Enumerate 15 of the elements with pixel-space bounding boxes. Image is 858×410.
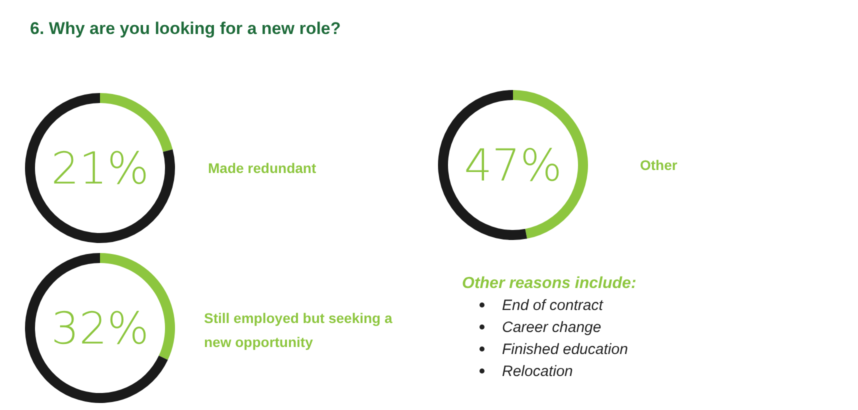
text: 6. Why are you looking for a new role? [30,19,341,38]
text: Finished education [502,341,628,358]
text: 47% [464,140,562,192]
text: 21% [51,143,149,194]
text: Other [640,156,678,173]
donut-slice [100,93,173,152]
text: Made redundant [208,160,316,176]
donut-slice [25,93,175,243]
text: Other reasons include: [462,275,636,292]
text: 32% [51,303,149,354]
text: Relocation [502,363,573,380]
text: End of contract [502,297,604,314]
text: Still employed but seeking a new opportunity [204,310,392,350]
donut-slice [25,253,168,403]
text: Career change [502,319,602,336]
